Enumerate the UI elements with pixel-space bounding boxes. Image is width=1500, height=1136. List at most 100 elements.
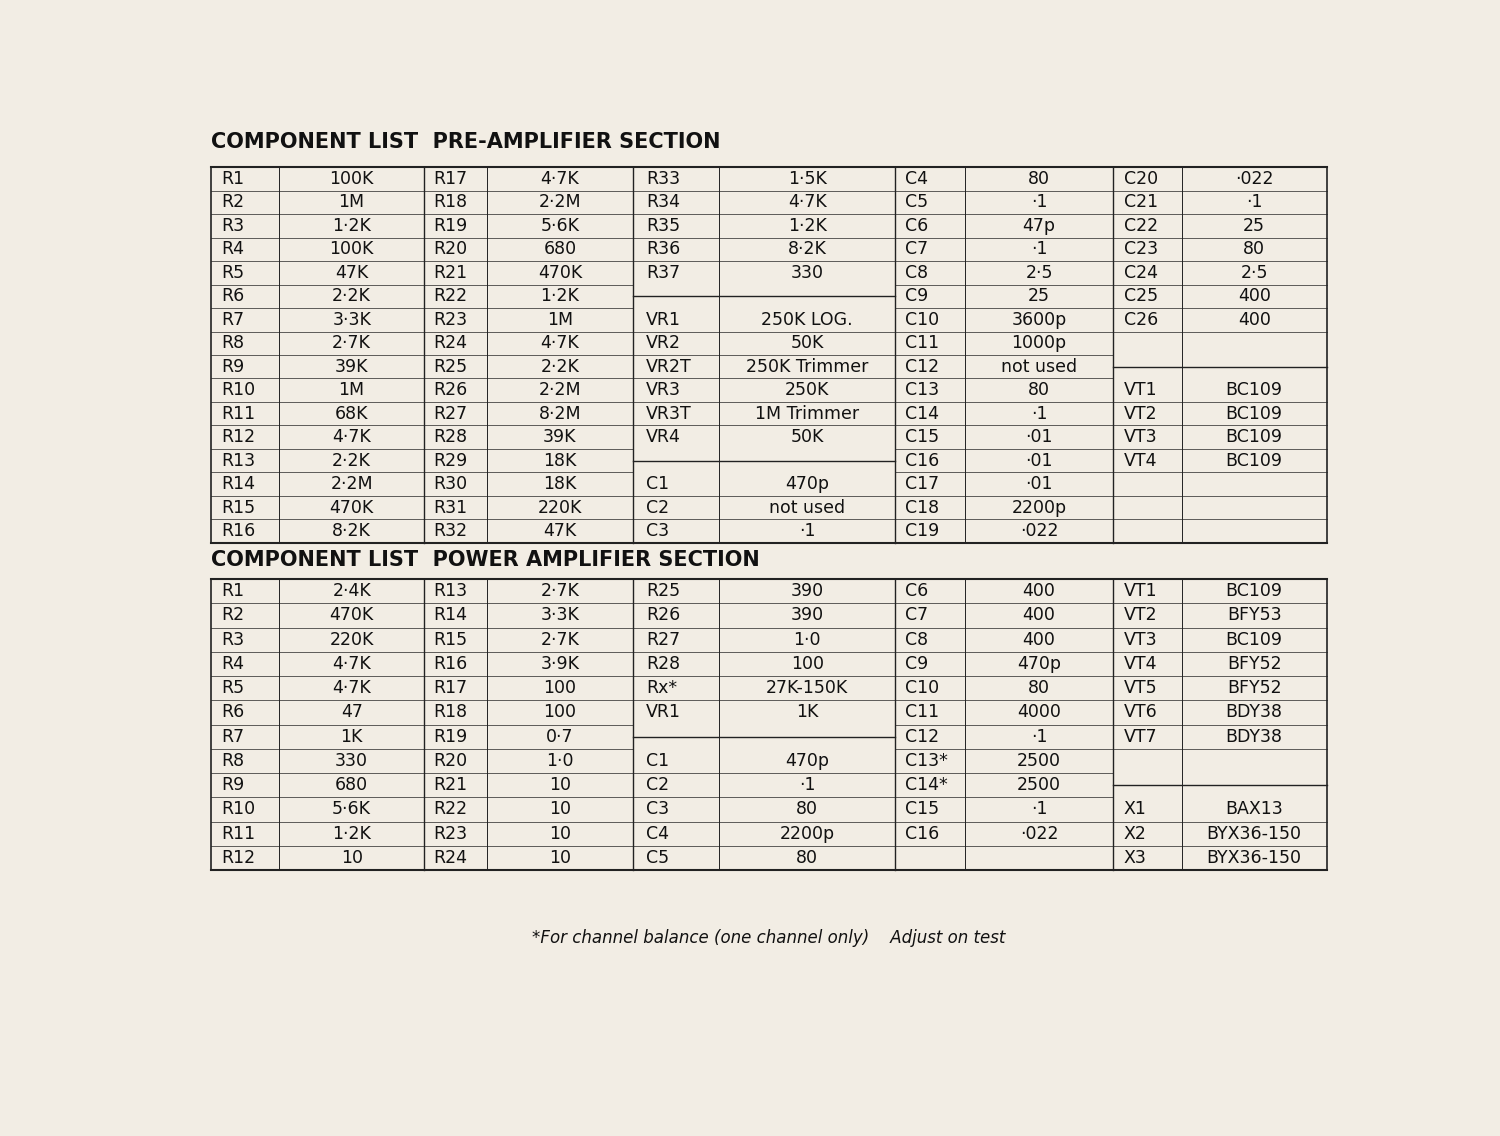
- Text: 2200p: 2200p: [1011, 499, 1066, 517]
- Text: R16: R16: [433, 655, 468, 673]
- Text: ·1: ·1: [1030, 193, 1047, 211]
- Text: 680: 680: [543, 241, 576, 258]
- Text: 1·5K: 1·5K: [788, 170, 826, 187]
- Text: R37: R37: [646, 264, 680, 282]
- Text: BC109: BC109: [1226, 404, 1282, 423]
- Text: 3·9K: 3·9K: [540, 655, 579, 673]
- Text: ·1: ·1: [1030, 801, 1047, 819]
- Text: C15: C15: [906, 801, 939, 819]
- Text: 4·7K: 4·7K: [540, 170, 579, 187]
- Text: 2·2K: 2·2K: [332, 452, 370, 469]
- Text: 27K-150K: 27K-150K: [766, 679, 849, 698]
- Text: 8·2K: 8·2K: [332, 523, 370, 540]
- Text: BDY38: BDY38: [1226, 703, 1282, 721]
- Text: C19: C19: [906, 523, 939, 540]
- Text: ·1: ·1: [1030, 241, 1047, 258]
- Text: BDY38: BDY38: [1226, 728, 1282, 745]
- Text: VR2: VR2: [646, 334, 681, 352]
- Text: 4000: 4000: [1017, 703, 1060, 721]
- Text: ·01: ·01: [1026, 428, 1053, 446]
- Text: R11: R11: [220, 825, 255, 843]
- Text: 400: 400: [1023, 582, 1056, 600]
- Text: R5: R5: [220, 679, 245, 698]
- Text: R13: R13: [433, 582, 468, 600]
- Text: VT4: VT4: [1124, 655, 1156, 673]
- Text: C5: C5: [906, 193, 928, 211]
- Text: 10: 10: [549, 801, 572, 819]
- Text: R20: R20: [433, 241, 468, 258]
- Text: 400: 400: [1023, 630, 1056, 649]
- Text: R6: R6: [220, 703, 245, 721]
- Text: R24: R24: [433, 334, 468, 352]
- Text: 2500: 2500: [1017, 752, 1060, 770]
- Text: 2·2K: 2·2K: [332, 287, 370, 306]
- Text: 1·2K: 1·2K: [332, 217, 370, 235]
- Text: C5: C5: [646, 849, 669, 867]
- Text: 1·2K: 1·2K: [788, 217, 826, 235]
- Text: 1M: 1M: [339, 382, 364, 399]
- Text: 1K: 1K: [796, 703, 819, 721]
- Text: C12: C12: [906, 358, 939, 376]
- Text: 47: 47: [340, 703, 363, 721]
- Text: 68K: 68K: [334, 404, 369, 423]
- Text: 50K: 50K: [790, 334, 824, 352]
- Text: C6: C6: [906, 582, 928, 600]
- Text: C25: C25: [1124, 287, 1158, 306]
- Text: 5·6K: 5·6K: [332, 801, 370, 819]
- Text: ·1: ·1: [800, 523, 816, 540]
- Text: C1: C1: [646, 752, 669, 770]
- Text: 80: 80: [796, 849, 818, 867]
- Text: 18K: 18K: [543, 452, 576, 469]
- Text: 2·2M: 2·2M: [330, 475, 374, 493]
- Text: VT1: VT1: [1124, 582, 1156, 600]
- Text: ·1: ·1: [1246, 193, 1263, 211]
- Text: VR3T: VR3T: [646, 404, 692, 423]
- Text: R29: R29: [433, 452, 468, 469]
- Text: R34: R34: [646, 193, 680, 211]
- Text: R25: R25: [646, 582, 680, 600]
- Text: 100: 100: [543, 703, 576, 721]
- Text: 390: 390: [790, 582, 824, 600]
- Text: 2·7K: 2·7K: [540, 630, 579, 649]
- Text: R2: R2: [220, 193, 245, 211]
- Text: 470K: 470K: [330, 607, 374, 625]
- Text: C7: C7: [906, 241, 928, 258]
- Text: 470p: 470p: [784, 752, 830, 770]
- Text: R26: R26: [433, 382, 468, 399]
- Text: R18: R18: [433, 193, 468, 211]
- Text: C21: C21: [1124, 193, 1158, 211]
- Text: VR4: VR4: [646, 428, 681, 446]
- Text: ·022: ·022: [1234, 170, 1274, 187]
- Text: 2·7K: 2·7K: [540, 582, 579, 600]
- Text: R23: R23: [433, 311, 468, 328]
- Text: 4·7K: 4·7K: [540, 334, 579, 352]
- Text: C14*: C14*: [906, 776, 948, 794]
- Text: Rx*: Rx*: [646, 679, 676, 698]
- Text: 100K: 100K: [330, 170, 374, 187]
- Text: 25: 25: [1028, 287, 1050, 306]
- Text: 4·7K: 4·7K: [333, 428, 370, 446]
- Text: 80: 80: [796, 801, 818, 819]
- Text: C11: C11: [906, 703, 939, 721]
- Text: C17: C17: [906, 475, 939, 493]
- Text: BC109: BC109: [1226, 630, 1282, 649]
- Text: C24: C24: [1124, 264, 1158, 282]
- Text: R17: R17: [433, 170, 468, 187]
- Text: R8: R8: [220, 752, 245, 770]
- Text: C18: C18: [906, 499, 939, 517]
- Text: R4: R4: [220, 655, 245, 673]
- Text: 470K: 470K: [537, 264, 582, 282]
- Text: 25: 25: [1244, 217, 1264, 235]
- Text: C8: C8: [906, 630, 928, 649]
- Text: VT1: VT1: [1124, 382, 1156, 399]
- Text: X2: X2: [1124, 825, 1146, 843]
- Text: VT3: VT3: [1124, 428, 1156, 446]
- Text: 2·4K: 2·4K: [333, 582, 370, 600]
- Text: R1: R1: [220, 170, 245, 187]
- Text: not used: not used: [1000, 358, 1077, 376]
- Text: BC109: BC109: [1226, 382, 1282, 399]
- Text: X3: X3: [1124, 849, 1146, 867]
- Text: R23: R23: [433, 825, 468, 843]
- Text: 250K: 250K: [784, 382, 830, 399]
- Text: R27: R27: [433, 404, 468, 423]
